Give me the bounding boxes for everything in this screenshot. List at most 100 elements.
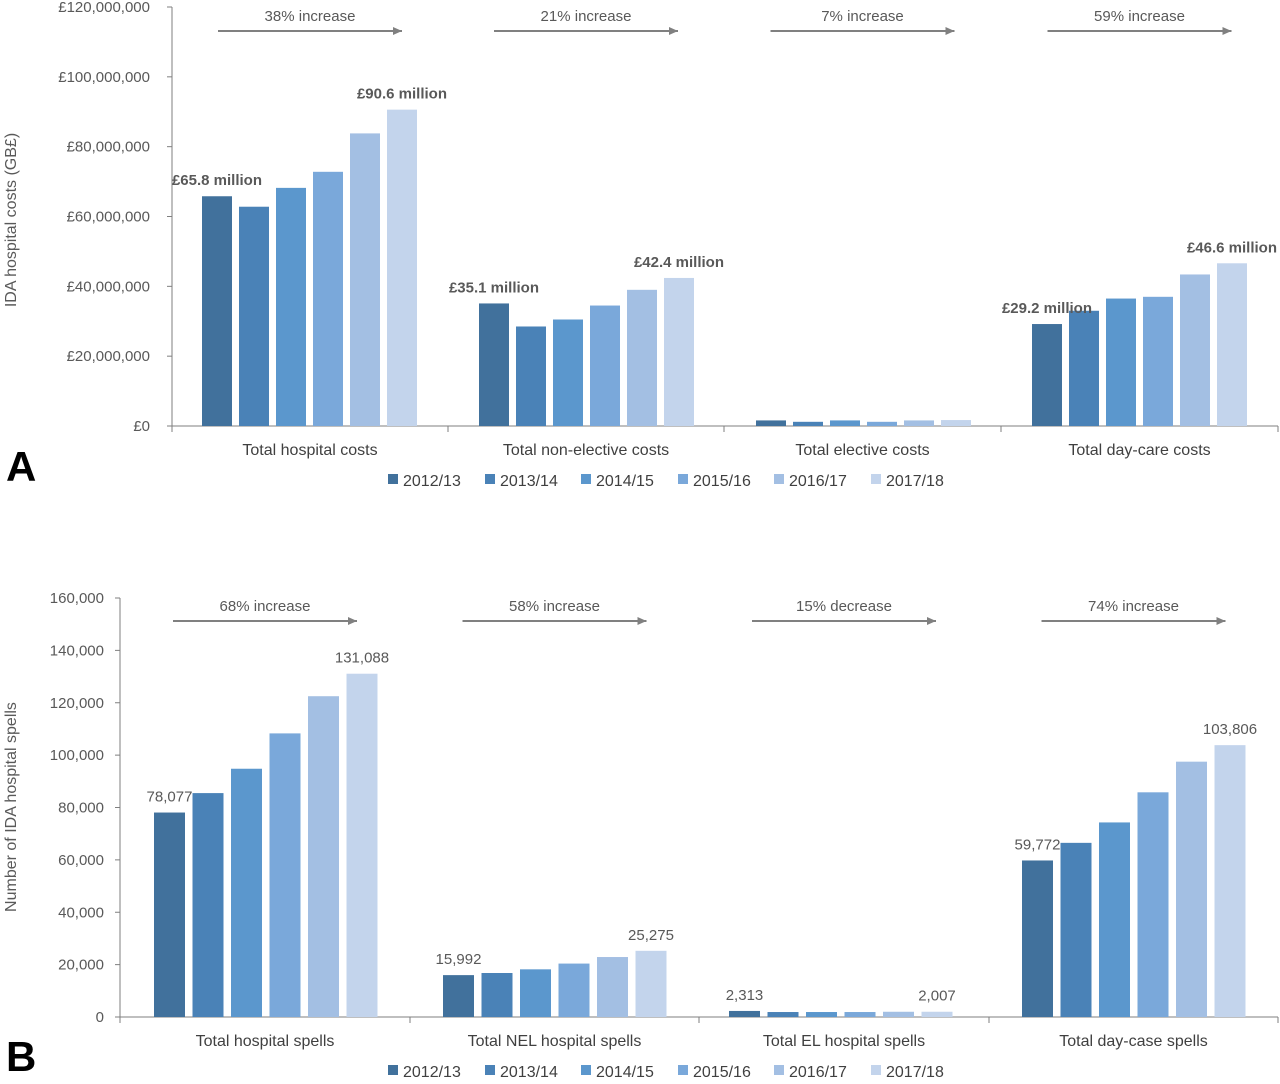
change-annotation: 68% increase — [220, 598, 311, 615]
bar-2013-14 — [1060, 842, 1092, 1017]
category-label: Total hospital costs — [242, 442, 377, 459]
bar-2014-15 — [1099, 822, 1130, 1017]
legend-swatch — [871, 1065, 881, 1075]
panel-label: B — [6, 1033, 36, 1080]
legend-label: 2017/18 — [886, 1064, 944, 1081]
y-tick-label: £120,000,000 — [58, 0, 150, 16]
data-label: 2,007 — [918, 988, 956, 1005]
data-label: 15,992 — [436, 951, 482, 968]
category-label: Total day-care costs — [1068, 442, 1210, 459]
bar-2012-13 — [479, 303, 509, 426]
bar-2012-13 — [1022, 860, 1053, 1017]
bar-2015-16 — [844, 1012, 876, 1017]
data-label: 78,077 — [147, 789, 193, 806]
bar-2013-14 — [481, 973, 513, 1017]
bar-2017-18 — [664, 277, 694, 426]
data-label: £46.6 million — [1187, 239, 1277, 256]
bar-2016-17 — [1176, 761, 1207, 1017]
legend-label: 2012/13 — [403, 1064, 461, 1081]
category-label: Total NEL hospital spells — [468, 1033, 642, 1050]
bar-2016-17 — [627, 289, 657, 426]
y-tick-label: £60,000,000 — [67, 209, 150, 226]
bar-2013-14 — [192, 793, 224, 1017]
bar-2015-16 — [590, 305, 620, 426]
legend-swatch — [581, 474, 591, 484]
y-tick-label: £0 — [133, 418, 150, 435]
change-annotation: 7% increase — [821, 8, 904, 25]
y-tick-label: 80,000 — [58, 800, 104, 817]
legend-swatch — [774, 1065, 784, 1075]
data-label: £42.4 million — [634, 254, 724, 271]
legend-label: 2014/15 — [596, 473, 654, 490]
bar-2014-15 — [830, 420, 860, 426]
bar-2015-16 — [313, 171, 343, 426]
legend-swatch — [485, 474, 495, 484]
bar-2012-13 — [202, 196, 232, 426]
data-label: £35.1 million — [449, 279, 539, 296]
legend-swatch — [388, 1065, 398, 1075]
category-label: Total elective costs — [795, 442, 929, 459]
panel-b-chart: 0 20,000 40,000 60,000 80,000 100,000 120,000 1… — [3, 590, 1279, 1081]
bar-2013-14 — [1069, 310, 1099, 426]
bar-2013-14 — [239, 206, 269, 426]
bar-2012-13 — [154, 812, 185, 1017]
category-label: Total hospital spells — [196, 1033, 335, 1050]
data-label: 131,088 — [335, 650, 389, 667]
bar-2015-16 — [1137, 792, 1169, 1017]
panel-label: A — [6, 443, 36, 490]
bar-2014-15 — [553, 319, 583, 426]
bar-2012-13 — [1032, 324, 1062, 426]
bar-2014-15 — [231, 768, 262, 1017]
bar-2014-15 — [520, 969, 551, 1017]
data-label: 59,772 — [1015, 836, 1061, 853]
y-tick-label: 60,000 — [58, 852, 104, 869]
bar-2014-15 — [806, 1012, 837, 1017]
legend-swatch — [871, 474, 881, 484]
legend-swatch — [678, 474, 688, 484]
bar-2017-18 — [941, 420, 971, 426]
legend-label: 2016/17 — [789, 473, 847, 490]
change-annotation: 59% increase — [1094, 8, 1185, 25]
bar-2014-15 — [1106, 298, 1136, 426]
y-tick-label: £20,000,000 — [67, 348, 150, 365]
category-label: Total EL hospital spells — [763, 1033, 925, 1050]
data-label: 2,313 — [726, 987, 764, 1004]
bar-2017-18 — [1214, 745, 1246, 1017]
change-annotation: 74% increase — [1088, 598, 1179, 615]
bar-2012-13 — [443, 975, 474, 1017]
data-label: 103,806 — [1203, 721, 1257, 738]
y-tick-label: 0 — [96, 1009, 104, 1026]
bar-2017-18 — [387, 109, 417, 426]
y-tick-label: 120,000 — [50, 695, 104, 712]
legend-swatch — [388, 474, 398, 484]
y-tick-label: £80,000,000 — [67, 139, 150, 156]
legend-label: 2013/14 — [500, 473, 558, 490]
change-annotation: 58% increase — [509, 598, 600, 615]
y-tick-label: £100,000,000 — [58, 69, 150, 86]
bar-2012-13 — [756, 420, 786, 426]
legend-swatch — [485, 1065, 495, 1075]
bar-2017-18 — [921, 1011, 953, 1017]
legend-label: 2015/16 — [693, 473, 751, 490]
data-label: 25,275 — [628, 927, 674, 944]
legend-label: 2013/14 — [500, 1064, 558, 1081]
bar-2013-14 — [767, 1012, 799, 1017]
bar-2017-18 — [346, 673, 378, 1017]
data-label: £90.6 million — [357, 86, 447, 103]
y-tick-label: 20,000 — [58, 957, 104, 974]
y-axis-title: Number of IDA hospital spells — [3, 702, 20, 912]
bar-2017-18 — [1217, 263, 1247, 426]
y-axis-title: IDA hospital costs (GB£) — [3, 133, 20, 307]
legend-swatch — [581, 1065, 591, 1075]
legend-label: 2012/13 — [403, 473, 461, 490]
bar-2014-15 — [276, 187, 306, 426]
bar-2016-17 — [350, 133, 380, 427]
legend-label: 2017/18 — [886, 473, 944, 490]
bar-2016-17 — [883, 1011, 914, 1017]
legend-label: 2014/15 — [596, 1064, 654, 1081]
bar-2015-16 — [269, 733, 301, 1017]
bar-2016-17 — [308, 696, 339, 1017]
bar-2017-18 — [635, 950, 667, 1017]
legend-label: 2015/16 — [693, 1064, 751, 1081]
